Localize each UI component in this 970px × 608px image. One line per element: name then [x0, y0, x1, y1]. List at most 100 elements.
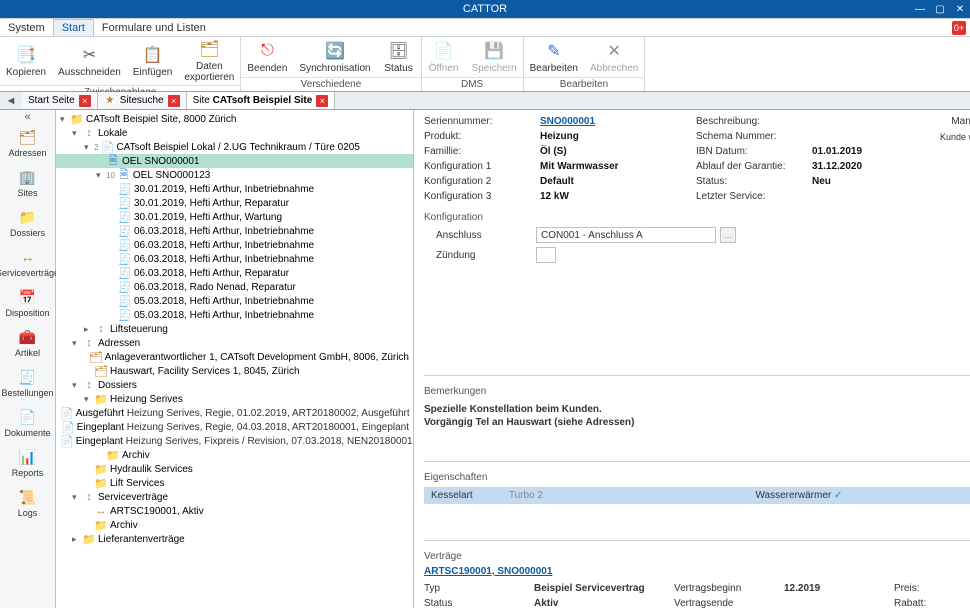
- tree-node[interactable]: 📁Lift Services: [56, 476, 413, 490]
- sidebar-item-bestellungen[interactable]: 🧾Bestellungen: [0, 364, 55, 404]
- sidebar-item-adressen[interactable]: 🗂Adressen: [0, 124, 55, 164]
- config-input[interactable]: CON001 - Anschluss A: [536, 227, 716, 243]
- menu-item-start[interactable]: Start: [53, 19, 94, 36]
- expander-icon[interactable]: ▾: [72, 492, 82, 503]
- notification-badge[interactable]: 0+: [952, 21, 966, 35]
- ribbon-kopieren-button[interactable]: 📑Kopieren: [0, 37, 52, 85]
- config-label: Zündung: [436, 250, 536, 261]
- tree-node[interactable]: 📄Eingeplant Heizung Serives, Fixpreis / …: [56, 434, 413, 448]
- ribbon-ausschneiden-button[interactable]: ✂Ausschneiden: [52, 37, 127, 85]
- expander-icon[interactable]: ▾: [84, 394, 94, 405]
- ribbon-synchronisation-button[interactable]: 🔄Synchronisation: [293, 37, 376, 77]
- tab-close-button[interactable]: ×: [168, 95, 180, 107]
- disposition-icon: 📅: [17, 288, 39, 306]
- field-value: Default: [540, 176, 690, 187]
- sidebar-item-disposition[interactable]: 📅Disposition: [0, 284, 55, 324]
- sidebar-item-sites[interactable]: 🏢Sites: [0, 164, 55, 204]
- tree-node[interactable]: 🧾30.01.2019, Hefti Arthur, Inbetriebnahm…: [56, 182, 413, 196]
- tree-node[interactable]: ▾📁Heizung Serives: [56, 392, 413, 406]
- tree-node[interactable]: 📄Ausgeführt Heizung Serives, Regie, 01.0…: [56, 406, 413, 420]
- lookup-button[interactable]: …: [720, 227, 736, 243]
- minimize-button[interactable]: —: [910, 0, 930, 18]
- expander-icon[interactable]: ▾: [84, 142, 94, 153]
- tab-sitesuche[interactable]: ★Sitesuche×: [98, 92, 187, 109]
- menubar: SystemStartFormulare und Listen: [0, 18, 970, 36]
- tree-node[interactable]: ▾↕Serviceverträge: [56, 490, 413, 504]
- tree-node[interactable]: ▸📁Lieferantenverträge: [56, 532, 413, 546]
- sidebar-collapse-button[interactable]: «: [0, 110, 55, 124]
- node-icon: 📁: [94, 393, 108, 406]
- öffnen-icon: 📄: [434, 41, 454, 61]
- field-label: Famillie:: [424, 146, 534, 157]
- field-value: 01.01.2019: [812, 146, 922, 157]
- customer-note: Kunde wünscht keinen Vertrag: [928, 132, 970, 142]
- tree-node[interactable]: 🧾06.03.2018, Hefti Arthur, Reparatur: [56, 266, 413, 280]
- tree-node[interactable]: 🧾06.03.2018, Hefti Arthur, Inbetriebnahm…: [56, 238, 413, 252]
- tree-node[interactable]: 🧾06.03.2018, Rado Nenad, Reparatur: [56, 280, 413, 294]
- sidebar-item-artikel[interactable]: 🧰Artikel: [0, 324, 55, 364]
- sidebar-item-dossiers[interactable]: 📁Dossiers: [0, 204, 55, 244]
- maximize-button[interactable]: ▢: [930, 0, 950, 18]
- config-input[interactable]: [536, 247, 556, 263]
- menu-item-system[interactable]: System: [0, 19, 53, 36]
- tab-close-button[interactable]: ×: [79, 95, 91, 107]
- eigenschaften-table: KesselartTurbo 2Wassererwärmer ✓: [424, 487, 970, 504]
- ribbon-öffnen-button: 📄Öffnen: [422, 37, 466, 77]
- tree-node[interactable]: 🧾06.03.2018, Hefti Arthur, Inbetriebnahm…: [56, 252, 413, 266]
- expander-icon[interactable]: ▾: [72, 380, 82, 391]
- tree-node[interactable]: ▾📁CATsoft Beispiel Site, 8000 Zürich: [56, 112, 413, 126]
- sidebar-item-reports[interactable]: 📊Reports: [0, 444, 55, 484]
- node-icon: 🧾: [118, 309, 132, 322]
- tree-node[interactable]: 📁Archiv: [56, 518, 413, 532]
- tree-node[interactable]: 🧾30.01.2019, Hefti Arthur, Reparatur: [56, 196, 413, 210]
- vertrag-link[interactable]: ARTSC190001, SNO000001: [424, 566, 970, 577]
- tree-node[interactable]: 🧾30.01.2019, Hefti Arthur, Wartung: [56, 210, 413, 224]
- expander-icon[interactable]: ▾: [60, 114, 70, 125]
- node-icon: 🧾: [118, 267, 132, 280]
- tree-node[interactable]: 📄Eingeplant Heizung Serives, Regie, 04.0…: [56, 420, 413, 434]
- tree-node[interactable]: ▾↕Lokale: [56, 126, 413, 140]
- tree-node[interactable]: 🗂Anlageverantwortlicher 1, CATsoft Devel…: [56, 350, 413, 364]
- ribbon-speichern-button: 💾Speichern: [466, 37, 523, 77]
- tab-close-button[interactable]: ×: [316, 95, 328, 107]
- expander-icon[interactable]: ▸: [72, 534, 82, 545]
- expander-icon[interactable]: ▾: [96, 170, 106, 181]
- sidebar-item-serviceverträge[interactable]: ↔Serviceverträge: [0, 244, 55, 284]
- tree-node[interactable]: 🧾05.03.2018, Hefti Arthur, Inbetriebnahm…: [56, 308, 413, 322]
- close-button[interactable]: ✕: [950, 0, 970, 18]
- tree-node[interactable]: 📁Archiv: [56, 448, 413, 462]
- tree-node[interactable]: 🧾05.03.2018, Hefti Arthur, Inbetriebnahm…: [56, 294, 413, 308]
- field-value[interactable]: SNO000001: [540, 116, 690, 127]
- ribbon-beenden-button[interactable]: ⎋Beenden: [241, 37, 293, 77]
- tree-node[interactable]: ▾10🗎OEL SNO000123: [56, 168, 413, 182]
- tree-node[interactable]: ▾↕Dossiers: [56, 378, 413, 392]
- tab-start-seite[interactable]: Start Seite×: [22, 92, 98, 109]
- sidebar-item-dokumente[interactable]: 📄Dokumente: [0, 404, 55, 444]
- tree-node[interactable]: 🗂Hauswart, Facility Services 1, 8045, Zü…: [56, 364, 413, 378]
- expander-icon[interactable]: ▸: [84, 324, 94, 335]
- node-icon: 🧾: [118, 295, 132, 308]
- vertrag-cell: Rabatt:: [894, 598, 970, 608]
- ribbon-bearbeiten-button[interactable]: ✎Bearbeiten: [524, 37, 584, 77]
- expander-icon[interactable]: ▾: [72, 338, 82, 349]
- tree-node[interactable]: 📁Hydraulik Services: [56, 462, 413, 476]
- node-icon: 📁: [94, 477, 108, 490]
- node-icon: ↕: [82, 491, 96, 503]
- field-label: Konfiguration 3: [424, 191, 534, 202]
- tree-node[interactable]: ↔ARTSC190001, Aktiv: [56, 504, 413, 518]
- tree-node[interactable]: 🧾06.03.2018, Hefti Arthur, Inbetriebnahm…: [56, 224, 413, 238]
- menu-item-formulare-und-listen[interactable]: Formulare und Listen: [94, 19, 214, 36]
- ribbon-daten-button[interactable]: 🗂Datenexportieren: [178, 37, 240, 85]
- tab-site-catsoft-beispiel-site[interactable]: Site CATsoft Beispiel Site×: [187, 92, 336, 109]
- node-icon: 📁: [70, 113, 84, 126]
- expander-icon[interactable]: ▾: [72, 128, 82, 139]
- sidebar-item-logs[interactable]: 📜Logs: [0, 484, 55, 524]
- kopieren-icon: 📑: [16, 45, 36, 65]
- tree-node[interactable]: ▾↕Adressen: [56, 336, 413, 350]
- tree-node[interactable]: ▸↕Liftsteuerung: [56, 322, 413, 336]
- node-icon: 🧾: [118, 197, 132, 210]
- tree-node[interactable]: 🗎OEL SNO000001: [56, 154, 413, 168]
- tab-nav-prev[interactable]: ◄: [0, 92, 22, 109]
- ribbon-einfügen-button[interactable]: 📋Einfügen: [127, 37, 178, 85]
- ribbon-status-button[interactable]: 🗄Status: [377, 37, 421, 77]
